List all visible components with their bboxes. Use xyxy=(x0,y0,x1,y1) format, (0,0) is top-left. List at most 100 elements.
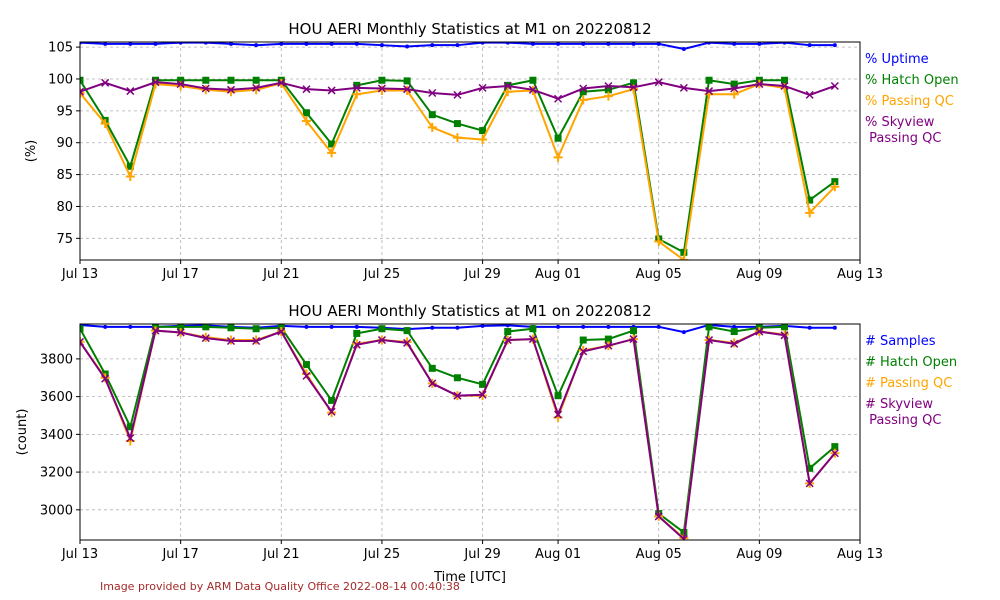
y-tick-label: 3600 xyxy=(40,390,73,405)
plot-area xyxy=(80,324,840,540)
chart-title: HOU AERI Monthly Statistics at M1 on 202… xyxy=(288,20,651,38)
data-point xyxy=(679,83,688,92)
data-point xyxy=(128,324,133,329)
data-point xyxy=(604,341,613,350)
data-point xyxy=(630,79,638,87)
data-point xyxy=(480,42,485,45)
data-point xyxy=(781,324,789,331)
data-point xyxy=(830,81,839,91)
data-point xyxy=(579,336,587,344)
data-point xyxy=(705,87,714,96)
data-point xyxy=(226,85,235,94)
data-point xyxy=(403,85,412,94)
data-point xyxy=(353,329,361,337)
data-point xyxy=(428,379,437,388)
data-point xyxy=(832,325,837,330)
axes-frame xyxy=(79,41,861,261)
data-point xyxy=(176,80,185,89)
data-point xyxy=(177,76,185,84)
data-point xyxy=(581,324,586,329)
data-point xyxy=(453,90,462,99)
data-point xyxy=(304,42,309,46)
data-point xyxy=(277,327,286,336)
x-tick-label: Aug 13 xyxy=(837,267,883,282)
data-point xyxy=(478,135,488,145)
data-point xyxy=(176,328,185,337)
x-tick-label: Jul 21 xyxy=(262,547,299,562)
y-tick-label: 3000 xyxy=(40,503,73,518)
data-point xyxy=(629,335,638,344)
data-point xyxy=(807,43,812,48)
x-tick-label: Aug 09 xyxy=(736,547,782,562)
data-point xyxy=(377,85,387,95)
data-point xyxy=(556,42,561,46)
data-point xyxy=(378,76,386,84)
data-point xyxy=(503,81,512,91)
data-point xyxy=(226,87,236,97)
series-line-3 xyxy=(80,82,836,260)
data-point xyxy=(153,42,158,46)
data-point xyxy=(427,122,437,132)
data-point xyxy=(327,86,336,95)
data-point xyxy=(654,237,664,247)
data-point xyxy=(730,84,739,93)
data-point xyxy=(732,42,737,46)
data-point xyxy=(554,94,563,103)
y-tick-label: 75 xyxy=(56,232,73,247)
axes-frame xyxy=(79,323,861,541)
data-point xyxy=(478,390,487,399)
x-axis-label: Time [UTC] xyxy=(433,570,506,585)
data-point xyxy=(251,85,261,95)
data-point xyxy=(252,83,261,92)
data-point xyxy=(252,325,260,333)
data-point xyxy=(604,81,613,91)
data-point xyxy=(428,364,436,372)
data-point xyxy=(805,479,814,488)
data-point xyxy=(80,325,84,333)
legend-entry-1: % Uptime xyxy=(865,52,929,67)
data-point xyxy=(202,324,210,331)
data-point xyxy=(830,449,839,458)
data-point xyxy=(430,43,435,48)
data-point xyxy=(530,42,535,46)
data-point xyxy=(352,340,361,349)
data-point xyxy=(80,88,85,98)
data-point xyxy=(327,407,336,416)
data-point xyxy=(579,88,587,96)
x-tick-label: Aug 01 xyxy=(535,267,581,282)
data-point xyxy=(478,83,487,92)
data-point xyxy=(503,87,513,97)
data-point xyxy=(480,324,485,328)
data-point xyxy=(455,325,460,330)
data-point xyxy=(505,42,510,45)
data-point xyxy=(629,84,639,94)
data-point xyxy=(352,83,361,92)
data-point xyxy=(80,76,84,84)
data-point xyxy=(428,111,436,119)
data-point xyxy=(603,91,613,101)
data-point xyxy=(352,89,362,99)
data-point xyxy=(203,42,208,45)
data-point xyxy=(578,95,588,105)
data-point xyxy=(301,116,311,126)
data-point xyxy=(126,423,134,431)
data-point xyxy=(428,88,437,98)
data-point xyxy=(579,84,588,93)
x-tick-label: Jul 13 xyxy=(61,547,98,562)
data-point xyxy=(377,336,386,345)
data-point xyxy=(806,464,814,472)
data-point xyxy=(782,42,787,45)
data-point xyxy=(630,327,638,335)
data-point xyxy=(452,133,462,143)
legend-entry-4: # Skyview Passing QC xyxy=(865,397,941,428)
data-point xyxy=(730,80,738,88)
data-point xyxy=(403,77,411,85)
data-point xyxy=(151,326,160,335)
data-point xyxy=(100,119,110,129)
data-point xyxy=(831,178,839,186)
data-point xyxy=(201,84,210,93)
data-point xyxy=(705,336,714,345)
x-tick-label: Jul 17 xyxy=(161,547,198,562)
data-point xyxy=(201,334,210,343)
